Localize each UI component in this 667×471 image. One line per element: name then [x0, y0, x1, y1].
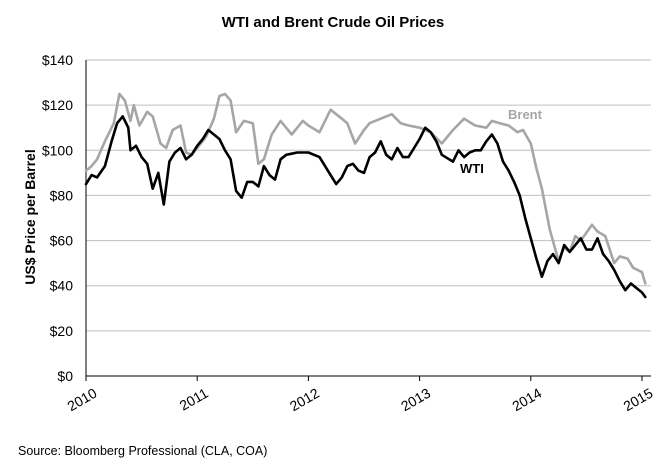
grid — [85, 59, 651, 377]
y-tick-label: $40 — [50, 278, 74, 294]
x-tick-label: 2010 — [65, 385, 100, 415]
series-label-brent: Brent — [508, 107, 543, 122]
chart-title: WTI and Brent Crude Oil Prices — [222, 14, 445, 31]
y-tick-label: $0 — [57, 368, 73, 384]
y-tick-label: $20 — [50, 323, 74, 339]
y-tick-label: $60 — [50, 233, 74, 249]
y-tick-label: $120 — [42, 97, 73, 113]
y-tick-label: $100 — [42, 142, 73, 158]
x-tick-label: 2011 — [177, 385, 211, 414]
series-label-wti: WTI — [460, 161, 484, 176]
y-axis-ticks: $0 $20 $40 $60 $80 $100 $120 $140 — [42, 52, 73, 384]
series — [84, 92, 647, 299]
x-axis-ticks: 2010 2011 2012 2013 2014 2015 — [65, 376, 656, 414]
x-tick-label: 2013 — [398, 385, 433, 415]
y-tick-label: $140 — [42, 52, 73, 68]
x-tick-label: 2015 — [621, 385, 656, 415]
x-tick-label: 2014 — [509, 385, 544, 415]
series-line-wti — [84, 115, 647, 299]
source-note: Source: Bloomberg Professional (CLA, COA… — [18, 444, 267, 458]
x-tick-label: 2012 — [287, 385, 322, 415]
y-tick-label: $80 — [50, 187, 74, 203]
y-axis-label: US$ Price per Barrel — [22, 149, 38, 284]
